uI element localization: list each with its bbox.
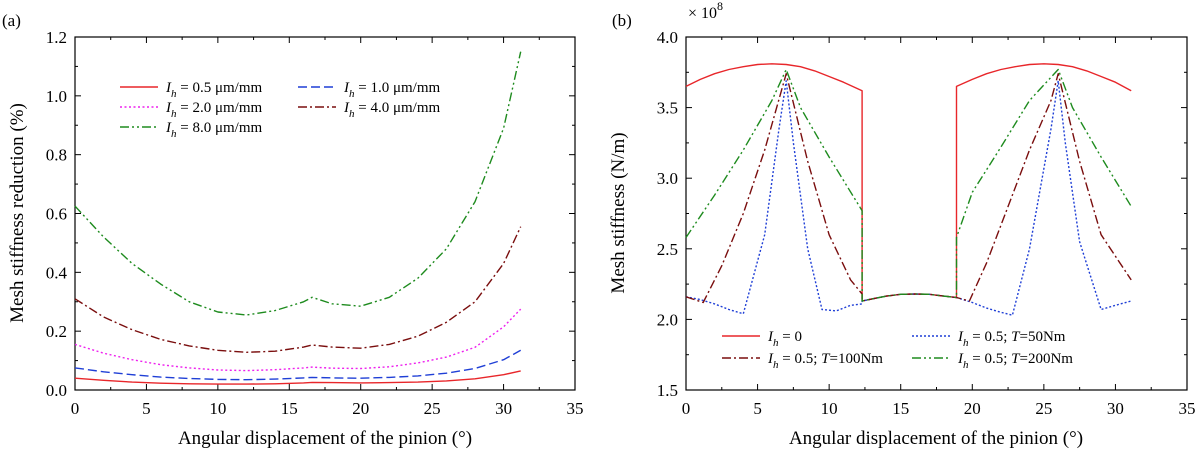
panel-a-legend: Ih = 0.5 μm/mm Ih = 1.0 μm/mm Ih = 2.0 μm/…	[120, 80, 441, 140]
panel-a-x-tick-label: 15	[281, 399, 298, 418]
panel-b-x-ticks: 0 5 10 15 20 25 30 35	[682, 37, 1196, 418]
panel-b-x-tick-label: 25	[1035, 399, 1052, 418]
panel-b-x-tick-label: 10	[821, 399, 838, 418]
panel-b-plot-frame	[685, 36, 1188, 391]
panel-a-y-tick-label: 0.8	[46, 146, 67, 165]
panel-a-series-line-1	[74, 370, 521, 385]
panel-a-x-tick-label: 35	[567, 399, 584, 418]
panel-a-y-ticks: 0.0 0.2 0.4 0.6 0.8 1.0 1.2	[46, 28, 575, 400]
panel-a-y-tick-label: 0.4	[46, 263, 68, 282]
panel-b-x-tick-label: 0	[682, 399, 691, 418]
panel-a-y-tick-label: 0.6	[46, 205, 67, 224]
panel-b-mesh-stiffness-chart: (b) × 108 1.5 2.0 2.5 3.0 3.5 4.0 0 5 10 15 20 25 3…	[608, 0, 1196, 449]
panel-a-x-tick-label: 10	[209, 399, 226, 418]
panel-a-legend-label-1: Ih = 0.5 μm/mm	[165, 80, 263, 100]
panel-a-series-line-2	[74, 349, 522, 381]
panel-b-y-tick-label: 3.5	[657, 99, 678, 118]
panel-b-x-axis-label: Angular displacement of the pinion (°)	[789, 428, 1083, 449]
panel-b-series-line-1	[685, 63, 1132, 302]
panel-a-x-tick-label: 5	[142, 399, 151, 418]
panel-b-y-ticks: 1.5 2.0 2.5 3.0 3.5 4.0	[657, 28, 1187, 400]
panel-b-multiplier-base: × 10	[688, 5, 717, 22]
panel-a-series-line-3	[74, 308, 522, 372]
panel-a-x-ticks: 0 5 10 15 20 25 30 35	[71, 37, 584, 418]
panel-a-mesh-stiffness-reduction-chart: (a) 0.0 0.2 0.4 0.6 0.8 1.0 1.2 0 5 10 15 20 25 30 35…	[2, 11, 584, 449]
panel-a-series-lines	[74, 51, 522, 385]
panel-a-series-line-4	[74, 226, 522, 353]
panel-b-legend: Ih = 0 Ih = 0.5; T=50Nm Ih = 0.5; T=100Nm I…	[722, 329, 1073, 371]
panel-a-y-tick-label: 1.2	[46, 28, 67, 47]
panel-b-y-tick-label: 4.0	[657, 28, 678, 47]
panel-a-y-tick-label: 1.0	[46, 87, 67, 106]
panel-a-x-tick-label: 0	[71, 399, 80, 418]
panel-b-y-tick-label: 2.5	[657, 240, 678, 259]
panel-b-multiplier-exponent: 8	[717, 0, 723, 13]
panel-a-x-axis-label: Angular displacement of the pinion (°)	[178, 428, 472, 449]
panel-b-y-axis-label: Mesh stiffness (N/m)	[608, 132, 629, 293]
panel-a-series-line-5	[74, 51, 522, 316]
panel-a-legend-label-2: Ih = 1.0 μm/mm	[343, 80, 441, 100]
panel-a-legend-label-3: Ih = 2.0 μm/mm	[165, 100, 263, 120]
panel-a-x-tick-label: 25	[424, 399, 441, 418]
panel-a-label: (a)	[2, 11, 21, 30]
panel-a-legend-label-4: Ih = 4.0 μm/mm	[343, 100, 441, 120]
panel-b-legend-label-3: Ih = 0.5; T=100Nm	[767, 351, 883, 371]
panel-b-legend-label-4: Ih = 0.5; T=200Nm	[957, 351, 1073, 371]
panel-b-x-tick-label: 5	[753, 399, 762, 418]
panel-b-series-line-4	[685, 68, 1132, 302]
panel-b-multiplier: × 108	[688, 0, 723, 22]
panel-b-x-tick-label: 30	[1107, 399, 1124, 418]
panel-b-y-tick-label: 3.0	[657, 169, 678, 188]
panel-a-legend-label-5: Ih = 8.0 μm/mm	[165, 120, 263, 140]
panel-a-x-tick-label: 30	[495, 399, 512, 418]
panel-a-plot-frame	[74, 36, 576, 391]
panel-a-x-tick-label: 20	[352, 399, 369, 418]
panel-a-y-axis-label: Mesh stiffness reduction (%)	[7, 103, 28, 323]
panel-b-series-line-2	[685, 80, 1132, 316]
panel-b-legend-label-1: Ih = 0	[767, 329, 802, 349]
panel-b-y-tick-label: 2.0	[657, 310, 678, 329]
panel-b-label: (b)	[612, 11, 632, 30]
panel-b-series-line-3	[685, 72, 1132, 304]
panel-b-x-tick-label: 35	[1179, 399, 1196, 418]
panel-a-y-tick-label: 0.2	[46, 322, 67, 341]
panel-b-legend-label-2: Ih = 0.5; T=50Nm	[957, 329, 1066, 349]
panel-a-y-tick-label: 0.0	[46, 381, 67, 400]
panel-b-x-tick-label: 15	[892, 399, 909, 418]
panel-b-series-lines	[685, 63, 1132, 316]
panel-b-y-tick-label: 1.5	[657, 381, 678, 400]
panel-b-x-tick-label: 20	[964, 399, 981, 418]
